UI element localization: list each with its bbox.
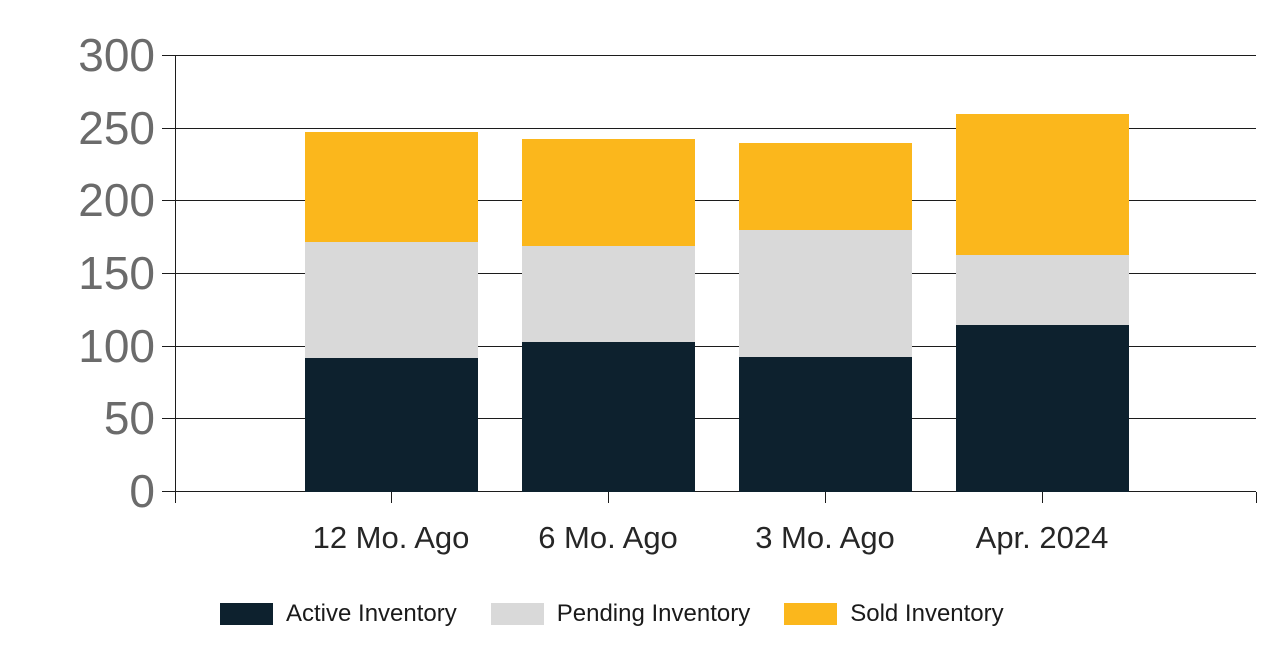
- y-axis-tick-200: [162, 200, 176, 202]
- legend-label-active-inventory: Active Inventory: [286, 600, 457, 627]
- gridline-100: [176, 345, 1256, 347]
- y-axis-tick-50: [162, 418, 176, 420]
- gridline-0: [176, 491, 1256, 492]
- legend-item-pending-inventory: Pending Inventory: [490, 600, 751, 627]
- bar-segment-sold-inventory-2: [521, 138, 695, 247]
- chart-legend: Active Inventory Pending Inventory Sold In…: [220, 601, 1004, 627]
- legend-label-pending-inventory: Pending Inventory: [556, 600, 751, 627]
- x-axis-tick-1: [391, 492, 392, 503]
- legend-item-active-inventory: Active Inventory: [220, 601, 457, 627]
- bar-segment-pending-inventory-3: [738, 230, 912, 357]
- gridline-150: [176, 273, 1256, 274]
- bar-segment-active-inventory-2: [521, 342, 695, 492]
- bar-segment-active-inventory-3: [738, 356, 912, 492]
- y-tick-label-250: 250: [78, 101, 155, 154]
- bar-segment-active-inventory-4: [955, 324, 1129, 492]
- y-axis-tick-250: [162, 127, 176, 129]
- x-axis-tick-right-edge: [1256, 492, 1257, 503]
- x-axis-tick-4: [1042, 492, 1043, 503]
- y-tick-label-0: 0: [129, 465, 155, 517]
- bar-segment-pending-inventory-4: [955, 255, 1129, 325]
- bar-segment-sold-inventory-3: [738, 143, 912, 231]
- x-axis-tick-2: [608, 492, 609, 503]
- y-tick-label-150: 150: [78, 247, 155, 299]
- y-axis-tick-150: [162, 273, 176, 274]
- bar-segment-sold-inventory-1: [304, 131, 478, 243]
- bar-segment-sold-inventory-4: [955, 114, 1129, 256]
- gridline-250: [176, 127, 1256, 129]
- gridline-50: [176, 418, 1256, 420]
- y-axis-tick-300: [162, 55, 176, 56]
- y-tick-label-200: 200: [78, 174, 155, 227]
- x-axis-tick-3: [825, 492, 826, 503]
- x-category-label-2: 6 Mo. Ago: [538, 520, 678, 555]
- legend-item-sold-inventory: Sold Inventory: [784, 600, 1004, 627]
- bar-segment-pending-inventory-2: [521, 246, 695, 343]
- y-axis-line: [175, 55, 176, 503]
- x-category-label-1: 12 Mo. Ago: [312, 520, 470, 555]
- gridline-300: [176, 55, 1256, 56]
- legend-label-sold-inventory: Sold Inventory: [850, 600, 1004, 627]
- y-tick-label-300: 300: [78, 29, 155, 81]
- y-axis-tick-0: [162, 491, 176, 492]
- legend-swatch-pending-inventory: [490, 603, 544, 625]
- y-tick-label-100: 100: [78, 319, 155, 372]
- y-axis-tick-100: [162, 345, 176, 347]
- x-category-label-3: 3 Mo. Ago: [755, 520, 895, 555]
- legend-swatch-sold-inventory: [784, 603, 838, 625]
- x-category-label-4: Apr. 2024: [975, 520, 1109, 555]
- bar-segment-active-inventory-1: [304, 358, 478, 492]
- y-tick-label-50: 50: [103, 392, 155, 445]
- gridline-200: [176, 200, 1256, 202]
- legend-swatch-active-inventory: [220, 603, 273, 625]
- bar-segment-pending-inventory-1: [304, 242, 478, 359]
